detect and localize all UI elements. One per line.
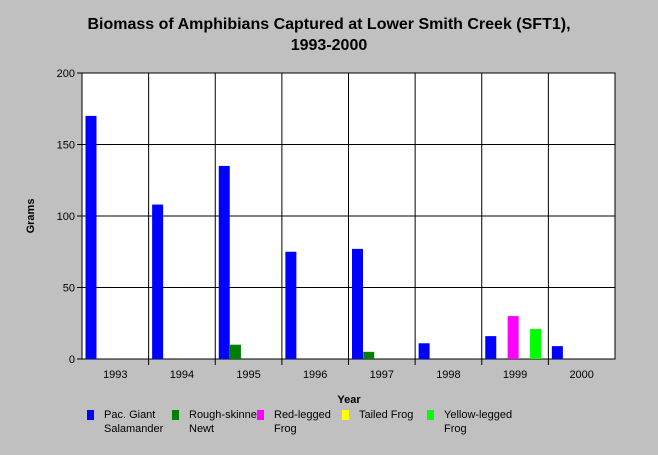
legend-label-line: Tailed Frog [359,409,414,421]
bar [85,115,97,360]
legend-swatch [257,410,264,420]
y-tick-label: 100 [57,211,75,223]
bar [229,344,241,359]
bar [507,316,519,359]
legend-label-line: Pac. Giant [104,409,156,421]
legend-swatch [172,410,179,420]
x-tick-label: 1999 [503,369,527,381]
chart-title-line-1: Biomass of Amphibians Captured at Lower … [87,16,571,33]
x-axis-label: Year [337,394,361,406]
legend-label: Yellow-legged Frog [444,408,534,436]
y-axis: 0 50 100 150 200 [57,68,82,366]
y-tick-label: 200 [57,68,75,80]
legend-label-line: Newt [189,423,215,435]
y-tick-label: 0 [69,354,75,366]
bar [285,251,297,359]
bar [152,204,164,359]
legend-label-line: Red-legged [274,409,331,421]
legend-label-line: Salamander [104,423,164,435]
x-tick-label: 2000 [569,369,593,381]
legend-swatch [87,410,94,420]
legend-label-line: Frog [444,423,467,435]
legend: Pac. Giant Salamander Rough-skinned Newt Red… [0,408,658,448]
bar [485,336,497,359]
x-tick-label: 1996 [303,369,327,381]
y-axis-label: Grams [25,199,37,234]
chart-title: Biomass of Amphibians Captured at Lower … [0,14,658,56]
legend-label: Red-legged Frog [274,408,364,436]
chart-title-line-2: 1993-2000 [290,37,368,54]
bar [530,328,542,359]
legend-label-line: Frog [274,423,297,435]
x-tick-label: 1993 [103,369,127,381]
x-axis: 1993 1994 1995 1996 1997 1998 1999 2000 [103,369,594,381]
bar [352,248,363,359]
bar [551,346,563,359]
grid-lines [82,73,615,365]
legend-label: Rough-skinned Newt [189,408,279,436]
legend-label-line: Yellow-legged [444,409,513,421]
legend-swatch [427,410,434,420]
legend-label-line: Rough-skinned [189,409,263,421]
bar [218,165,230,359]
x-tick-label: 1995 [236,369,260,381]
bar [418,343,430,359]
legend-label: Tailed Frog [359,408,449,422]
x-tick-label: 1997 [370,369,394,381]
legend-label: Pac. Giant Salamander [104,408,194,436]
bars [85,115,563,360]
x-tick-label: 1994 [170,369,194,381]
y-tick-label: 150 [57,140,75,152]
bar [363,351,375,359]
x-tick-label: 1998 [436,369,460,381]
legend-swatch [342,410,349,420]
y-tick-label: 50 [63,283,75,295]
